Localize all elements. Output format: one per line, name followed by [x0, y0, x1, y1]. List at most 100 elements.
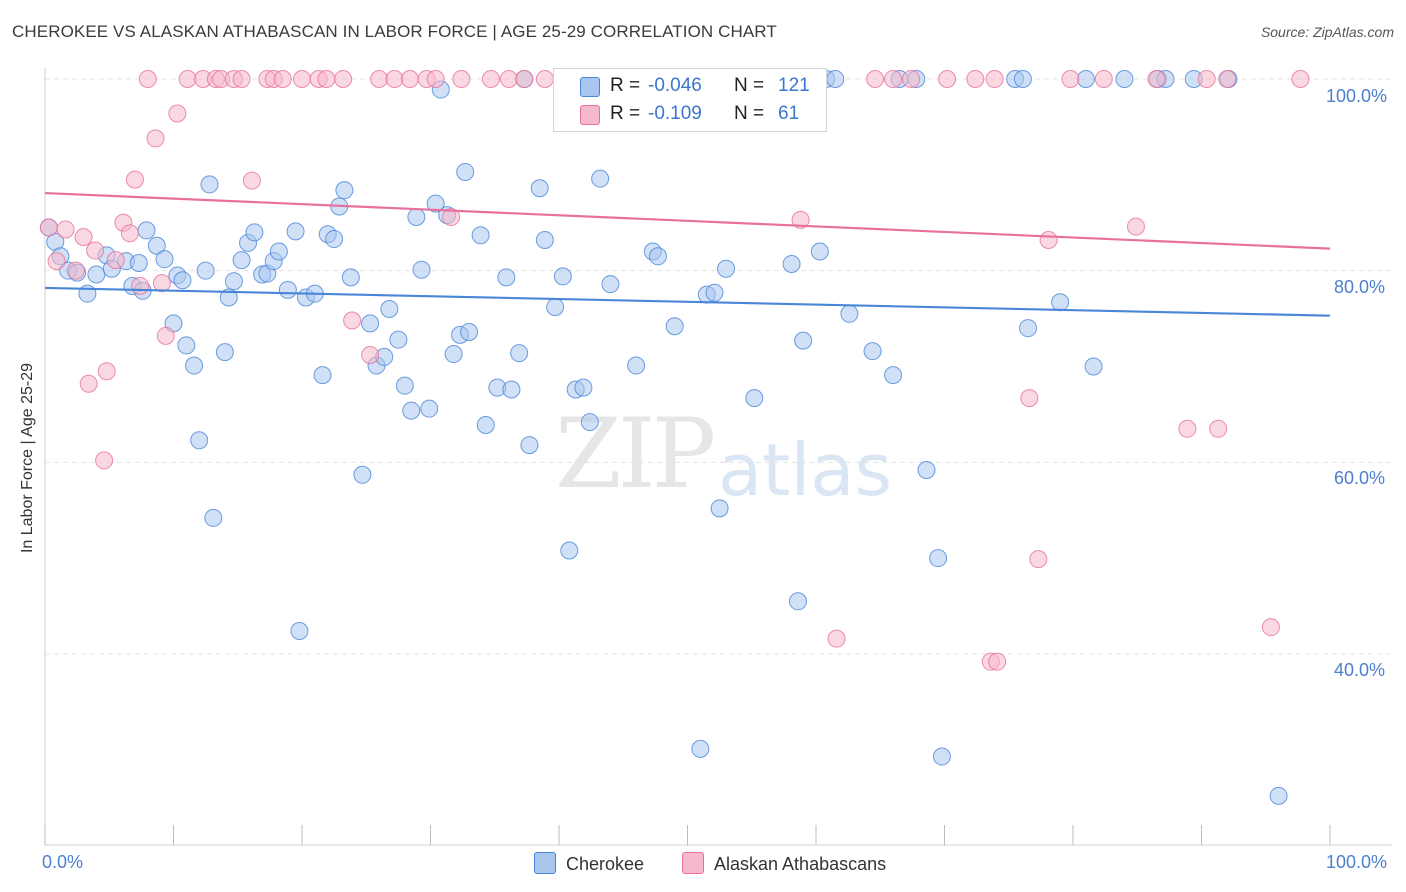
y-tick-label-80: 80.0% [1334, 277, 1386, 297]
athabascan-point-64 [1094, 70, 1113, 88]
athabascan-point-51 [827, 629, 846, 648]
cherokee-point-36 [286, 222, 305, 241]
athabascan-point-11 [120, 224, 139, 243]
cherokee-point-63 [460, 323, 479, 341]
athabascan-point-13 [131, 277, 150, 295]
bottom-legend-swatch-cherokee [534, 852, 556, 874]
cherokee-point-13 [137, 221, 156, 240]
athabascan-point-6 [86, 241, 105, 260]
cherokee-point-81 [601, 275, 620, 294]
athabascan-point-0 [39, 218, 58, 237]
watermark-atlas: atlas [718, 428, 892, 512]
cherokee-point-60 [444, 345, 463, 364]
cherokee-point-69 [510, 344, 529, 363]
cherokee-point-54 [407, 208, 426, 226]
cherokee-point-76 [560, 541, 579, 560]
athabascan-point-34 [361, 346, 380, 364]
cherokee-point-62 [456, 162, 475, 181]
cherokee-point-42 [325, 230, 344, 249]
cherokee-point-20 [185, 356, 204, 375]
axes [44, 68, 1392, 846]
athabascan-point-43 [499, 70, 518, 88]
cherokee-point-23 [200, 175, 219, 194]
cherokee-point-97 [794, 331, 813, 350]
cherokee-point-96 [789, 592, 808, 611]
cherokee-point-24 [204, 508, 223, 527]
bottom-legend-swatch-athabascan [682, 852, 704, 874]
cherokee-point-47 [361, 314, 380, 333]
cherokee-point-88 [705, 283, 724, 302]
athabascan-point-9 [106, 251, 125, 270]
legend-swatch-athabascan [580, 105, 600, 125]
cherokee-point-106 [917, 461, 936, 479]
athabascan-point-56 [966, 70, 985, 88]
cherokee-point-75 [553, 267, 572, 286]
cherokee-point-84 [648, 247, 667, 266]
cherokee-point-26 [219, 288, 238, 307]
legend-n-value-cherokee: 121 [778, 75, 810, 96]
cherokee-point-107 [929, 549, 948, 568]
cherokee-point-90 [717, 259, 736, 278]
athabascan-point-36 [385, 70, 404, 88]
y-tick-label-100: 100.0% [1326, 86, 1388, 106]
cherokee-point-22 [196, 261, 215, 280]
athabascan-point-53 [884, 70, 903, 88]
bottom-legend-label-cherokee: Cherokee [566, 854, 645, 874]
athabascan-point-33 [343, 311, 362, 330]
cherokee-point-34 [269, 242, 288, 261]
athabascan-point-39 [426, 70, 445, 88]
cherokee-point-15 [155, 250, 174, 269]
bottom-legend-athabascan: Alaskan Athabascans [682, 852, 886, 875]
y-tick-label-60: 60.0% [1334, 468, 1386, 488]
cherokee-point-35 [278, 280, 297, 299]
cherokee-point-55 [412, 260, 431, 279]
cherokee-point-68 [502, 380, 521, 399]
athabascan-point-54 [902, 70, 921, 88]
athabascan-point-66 [1147, 70, 1166, 88]
x-tick-label-max: 100.0% [1326, 852, 1388, 872]
trend-lines [44, 191, 1331, 317]
cherokee-point-28 [232, 251, 251, 270]
cherokee-point-86 [691, 739, 710, 758]
data-points [39, 70, 1310, 805]
source-credit: Source: ZipAtlas.com [1260, 24, 1394, 40]
watermark-zip: ZIP [555, 398, 716, 510]
cherokee-point-57 [426, 194, 445, 213]
athabascan-point-32 [334, 70, 353, 88]
legend-r-value-athabascan: -0.109 [648, 103, 702, 124]
cherokee-point-45 [341, 268, 360, 287]
cherokee-point-46 [353, 465, 372, 484]
x-tick-label-min: 0.0% [42, 852, 84, 872]
cherokee-point-78 [574, 378, 593, 397]
cherokee-point-30 [245, 223, 264, 242]
athabascan-point-57 [985, 70, 1004, 88]
cherokee-trend-line [44, 286, 1331, 317]
athabascan-point-65 [1126, 217, 1145, 236]
legend-n-label: N = [734, 103, 765, 124]
athabascan-point-40 [442, 208, 461, 226]
cherokee-point-110 [1013, 70, 1032, 88]
athabascan-point-70 [1218, 70, 1237, 88]
athabascan-point-16 [152, 274, 171, 293]
cherokee-point-19 [177, 336, 196, 355]
cherokee-point-114 [1084, 357, 1103, 376]
y-tick-label-40: 40.0% [1334, 660, 1386, 680]
athabascan-point-8 [97, 362, 116, 381]
cherokee-point-40 [313, 366, 332, 385]
athabascan-point-55 [938, 70, 957, 88]
cherokee-point-112 [1051, 293, 1070, 312]
cherokee-point-102 [863, 342, 882, 361]
athabascan-point-15 [146, 129, 165, 148]
athabascan-point-61 [1029, 550, 1048, 569]
cherokee-point-64 [471, 226, 490, 245]
cherokee-point-93 [745, 389, 764, 408]
cherokee-point-50 [380, 300, 399, 318]
legend-row-cherokee: R = -0.046 N = 121 [554, 73, 826, 101]
cherokee-point-56 [420, 399, 439, 418]
legend-r-label: R = [610, 75, 641, 96]
cherokee-point-44 [335, 181, 354, 200]
cherokee-point-85 [665, 317, 684, 336]
athabascan-point-17 [156, 326, 175, 345]
athabascan-point-1 [47, 252, 66, 271]
